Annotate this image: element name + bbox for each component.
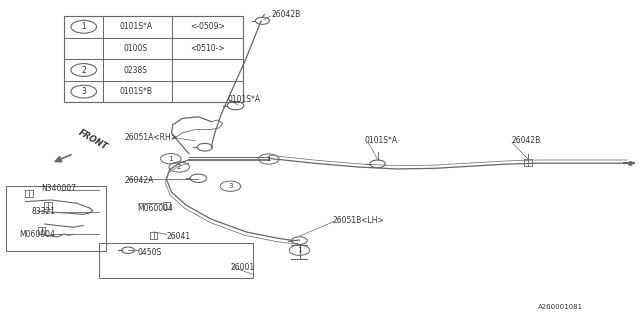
Text: M060004: M060004 bbox=[138, 204, 173, 212]
Text: <-0509>: <-0509> bbox=[190, 22, 225, 31]
Bar bbox=[6, 186, 106, 251]
Text: 2: 2 bbox=[177, 164, 181, 170]
Text: 26042A: 26042A bbox=[125, 176, 154, 185]
Text: 1: 1 bbox=[266, 156, 271, 162]
Text: A260001081: A260001081 bbox=[538, 304, 583, 310]
Bar bbox=[99, 243, 253, 278]
Text: 26042B: 26042B bbox=[512, 136, 541, 145]
Text: 26041: 26041 bbox=[166, 232, 191, 241]
Text: 1: 1 bbox=[168, 156, 173, 162]
Text: 0101S*A: 0101S*A bbox=[365, 136, 398, 145]
Text: 0101S*B: 0101S*B bbox=[119, 87, 152, 96]
Text: 26051A<RH>: 26051A<RH> bbox=[125, 133, 178, 142]
Text: 26042B: 26042B bbox=[272, 10, 301, 19]
Bar bbox=[64, 16, 243, 102]
Text: 1: 1 bbox=[81, 22, 86, 31]
Text: 26001: 26001 bbox=[230, 263, 255, 272]
Text: 1: 1 bbox=[297, 247, 302, 253]
Text: N340007: N340007 bbox=[42, 184, 77, 193]
Text: FRONT: FRONT bbox=[77, 128, 109, 152]
Text: <0510->: <0510-> bbox=[190, 44, 225, 53]
Text: 0450S: 0450S bbox=[138, 248, 162, 257]
Text: 3: 3 bbox=[81, 87, 86, 96]
Text: 3: 3 bbox=[228, 183, 233, 189]
Text: 0238S: 0238S bbox=[124, 66, 148, 75]
Text: 83321: 83321 bbox=[32, 207, 56, 216]
Text: 0101S*A: 0101S*A bbox=[119, 22, 152, 31]
Text: 0100S: 0100S bbox=[124, 44, 148, 53]
Text: M060004: M060004 bbox=[19, 230, 55, 239]
Text: 2: 2 bbox=[81, 66, 86, 75]
Text: 0101S*A: 0101S*A bbox=[227, 95, 260, 104]
Text: 26051B<LH>: 26051B<LH> bbox=[333, 216, 385, 225]
